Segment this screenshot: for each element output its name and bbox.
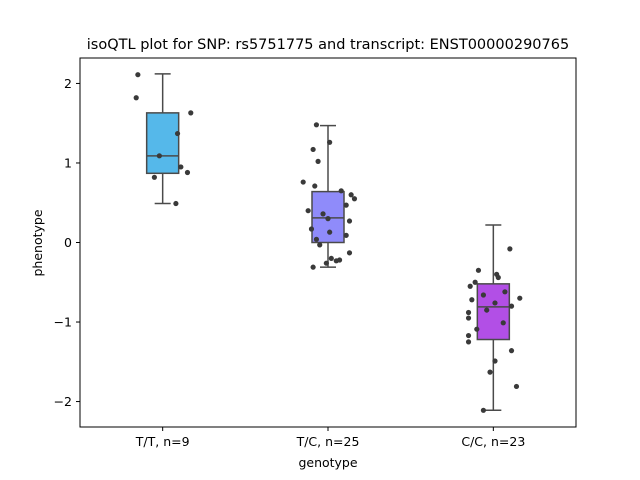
data-point — [465, 309, 472, 316]
data-point — [346, 218, 353, 224]
x-axis: T/T, n=9 T/C, n=25 C/C, n=23 — [135, 427, 525, 449]
data-point — [310, 146, 316, 153]
data-point — [325, 216, 331, 222]
data-point — [135, 72, 141, 78]
data-point — [513, 383, 520, 390]
data-point — [328, 255, 334, 262]
data-point — [343, 202, 349, 208]
data-point — [343, 232, 349, 238]
data-point — [336, 257, 343, 263]
data-point — [502, 289, 508, 295]
data-point — [517, 295, 523, 301]
data-point — [178, 164, 184, 170]
data-point — [508, 348, 515, 354]
x-tick-label: T/C, n=25 — [296, 434, 360, 449]
data-point — [317, 242, 323, 248]
data-point — [480, 292, 487, 298]
y-tick-label: −2 — [54, 394, 72, 409]
y-tick-label: 0 — [64, 235, 72, 250]
strip-points — [133, 72, 194, 207]
data-point — [465, 339, 472, 345]
data-point — [184, 169, 191, 176]
data-point — [173, 200, 179, 207]
data-point — [492, 358, 498, 364]
data-point — [313, 236, 320, 242]
data-point — [469, 297, 475, 303]
data-point — [507, 246, 513, 252]
box-group — [476, 224, 511, 412]
data-point — [500, 320, 506, 326]
data-point — [474, 326, 480, 332]
chart-title: isoQTL plot for SNP: rs5751775 and trans… — [87, 37, 569, 53]
data-point — [312, 183, 318, 189]
plot-area — [133, 72, 523, 413]
box-group — [145, 73, 180, 205]
data-point — [323, 260, 329, 266]
data-point — [487, 369, 493, 375]
x-tick-label: C/C, n=23 — [461, 434, 525, 449]
y-axis-label: phenotype — [30, 209, 45, 276]
data-point — [472, 279, 478, 285]
data-point — [475, 267, 482, 273]
data-point — [327, 229, 333, 235]
data-point — [174, 130, 181, 137]
data-point — [484, 307, 490, 313]
data-point — [320, 211, 326, 217]
data-point — [338, 188, 344, 194]
data-point — [133, 95, 139, 101]
data-point — [480, 407, 487, 413]
y-axis: −2 −1 0 1 2 — [54, 76, 80, 409]
data-point — [465, 315, 472, 321]
data-point — [495, 274, 501, 281]
y-tick-label: 1 — [64, 155, 72, 170]
box — [145, 112, 180, 175]
data-point — [492, 300, 498, 306]
data-point — [156, 153, 162, 159]
box-group — [311, 124, 345, 268]
data-point — [351, 196, 358, 202]
data-point — [346, 250, 353, 256]
x-tick-label: T/T, n=9 — [135, 434, 190, 449]
data-point — [508, 303, 515, 309]
data-point — [310, 264, 316, 270]
data-point — [188, 110, 194, 116]
strip-points — [300, 122, 358, 270]
strip-points — [465, 246, 523, 413]
data-point — [315, 158, 321, 164]
y-tick-label: −1 — [54, 315, 72, 330]
data-point — [151, 174, 157, 180]
data-point — [300, 179, 306, 185]
x-axis-label: genotype — [298, 455, 357, 470]
data-point — [465, 332, 472, 339]
data-point — [467, 283, 473, 289]
data-point — [305, 208, 311, 214]
y-tick-label: 2 — [64, 76, 72, 91]
data-point — [327, 139, 333, 145]
data-point — [348, 192, 354, 198]
data-point — [308, 226, 315, 232]
data-point — [313, 122, 320, 128]
